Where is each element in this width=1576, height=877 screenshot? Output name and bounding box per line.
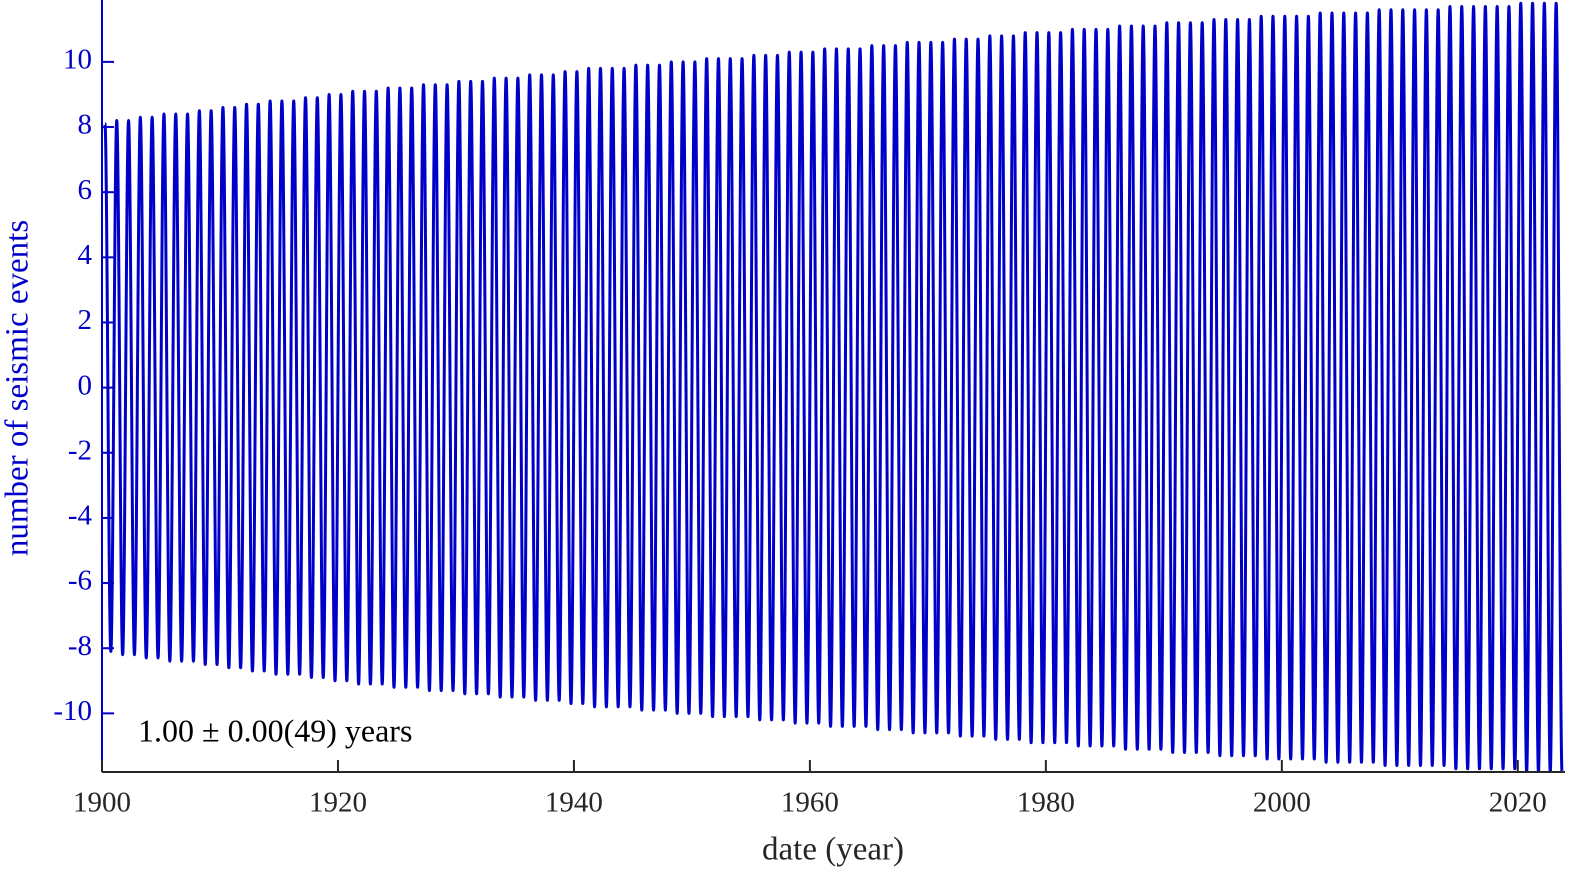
y-tick-label: 4 xyxy=(78,239,93,271)
y-tick-label: -4 xyxy=(68,500,93,532)
y-tick-label: 2 xyxy=(78,304,93,336)
y-tick-label: 8 xyxy=(78,109,93,141)
x-tick-label: 2000 xyxy=(1253,787,1311,819)
y-tick-label: 6 xyxy=(78,174,93,206)
y-tick-label: -6 xyxy=(68,565,92,597)
y-tick-label: 10 xyxy=(63,44,92,76)
data-line xyxy=(103,1,1564,772)
x-axis-label: date (year) xyxy=(762,832,904,868)
x-tick-label: 1960 xyxy=(781,787,839,819)
x-tick-label: 1940 xyxy=(545,787,603,819)
x-tick-label: 1900 xyxy=(73,787,131,819)
annotation: 1.00 ± 0.00(49) years xyxy=(138,712,412,748)
x-tick-label: 1980 xyxy=(1017,787,1075,819)
x-tick-label: 2020 xyxy=(1489,787,1547,819)
y-tick-label: -10 xyxy=(53,695,92,727)
y-axis-label: number of seismic events xyxy=(0,220,36,556)
y-tick-label: -8 xyxy=(68,630,92,662)
x-tick-label: 1920 xyxy=(309,787,367,819)
y-tick-label: 0 xyxy=(78,369,93,401)
y-tick-label: -2 xyxy=(68,434,92,466)
